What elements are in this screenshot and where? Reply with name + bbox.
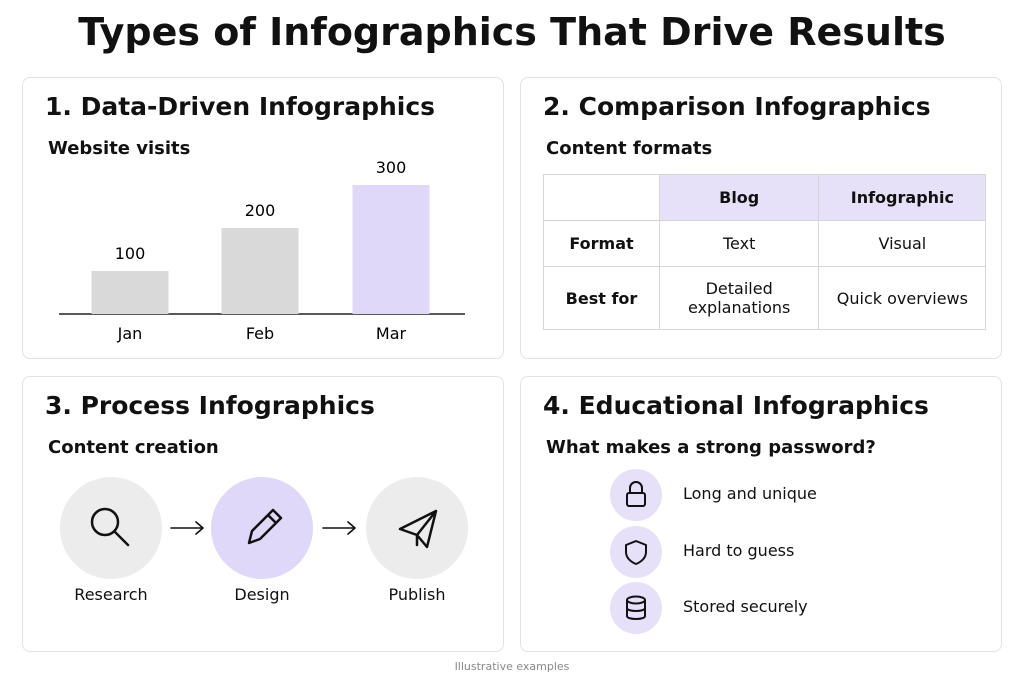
bar bbox=[221, 228, 299, 314]
step-label: Design bbox=[234, 585, 290, 604]
panel-subtitle: What makes a strong password? bbox=[546, 437, 876, 458]
panel-heading: 4. Educational Infographics bbox=[543, 391, 929, 420]
row-label: Best for bbox=[543, 266, 660, 330]
category-label: Feb bbox=[246, 324, 274, 343]
bar bbox=[91, 271, 169, 314]
panel-subtitle: Content formats bbox=[546, 138, 713, 159]
footnote: Illustrative examples bbox=[454, 660, 570, 673]
panel: 1. Data-Driven Infographics Website visi… bbox=[22, 77, 504, 359]
panel-heading: 1. Data-Driven Infographics bbox=[45, 92, 436, 121]
value-label: 100 bbox=[115, 244, 146, 263]
row-label: Format bbox=[543, 220, 660, 267]
panel-subtitle: Website visits bbox=[48, 138, 191, 159]
step-label: Publish bbox=[388, 585, 446, 604]
cell: Quick overviews bbox=[818, 266, 987, 330]
panel-heading: 2. Comparison Infographics bbox=[543, 92, 931, 121]
panel: 3. Process Infographics Content creation… bbox=[22, 376, 504, 652]
page-title: Types of Infographics That Drive Results bbox=[78, 10, 946, 54]
value-label: 200 bbox=[245, 201, 276, 220]
value-label: 300 bbox=[376, 158, 407, 177]
panel-heading: 3. Process Infographics bbox=[45, 391, 375, 420]
category-label: Mar bbox=[376, 324, 407, 343]
item-label: Long and unique bbox=[683, 484, 817, 503]
panel: 4. Educational Infographics What makes a… bbox=[520, 376, 1002, 652]
corner-cell bbox=[543, 174, 660, 221]
item-label: Stored securely bbox=[683, 597, 808, 616]
panel: 2. Comparison Infographics Content forma… bbox=[520, 77, 1002, 359]
item-label: Hard to guess bbox=[683, 541, 795, 560]
category-label: Jan bbox=[117, 324, 143, 343]
process-graphic bbox=[60, 477, 468, 579]
bar bbox=[352, 185, 430, 314]
comparison-table: Blog Infographic Format Text Visual Best… bbox=[543, 174, 987, 330]
icon-list bbox=[610, 469, 662, 634]
panel-subtitle: Content creation bbox=[48, 437, 219, 458]
header-cell: Infographic bbox=[818, 174, 987, 221]
cell: Detailed explanations bbox=[658, 266, 820, 330]
cell: Visual bbox=[818, 220, 987, 267]
step-label: Research bbox=[74, 585, 148, 604]
bar-chart: 100 Jan 200 Feb 300 Mar bbox=[59, 158, 465, 343]
header-cell: Blog bbox=[658, 174, 820, 221]
cell: Text bbox=[658, 220, 820, 267]
